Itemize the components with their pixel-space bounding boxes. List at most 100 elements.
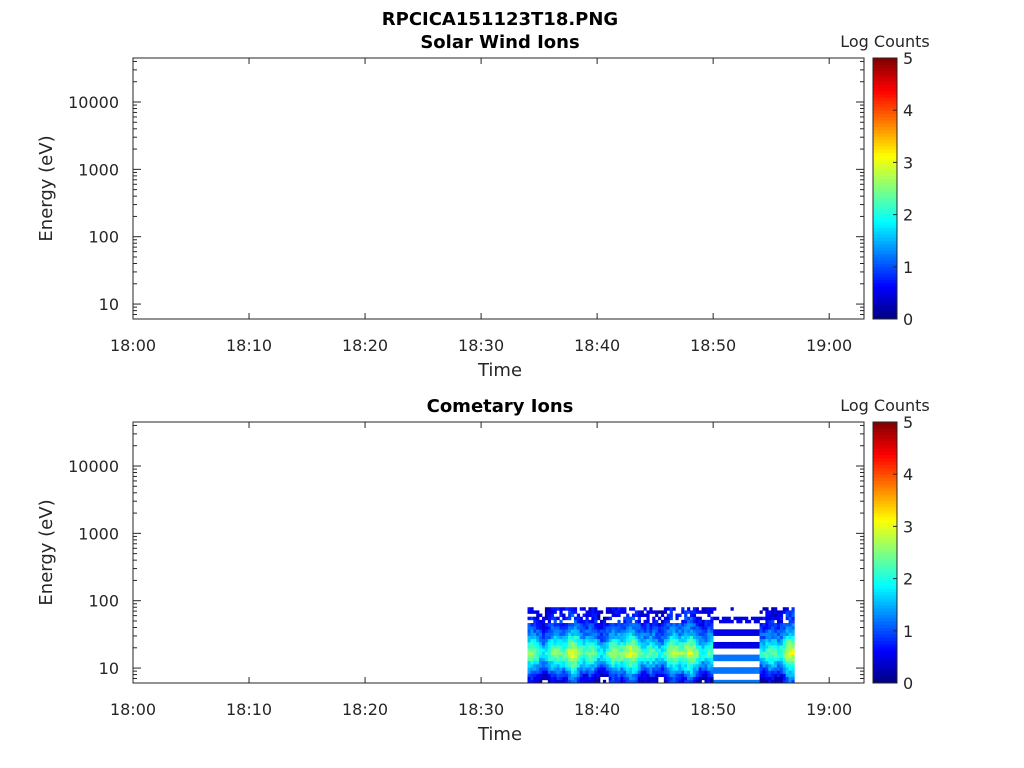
- spectrogram-cell: [605, 607, 610, 611]
- spectrogram-cell: [692, 638, 697, 643]
- spectrogram-cell: [579, 664, 583, 668]
- spectrogram-cell: [771, 654, 775, 659]
- spectrogram-cell: [602, 619, 607, 624]
- spectrogram-cell: [568, 626, 572, 630]
- spectrogram-cell: [771, 626, 775, 630]
- spectrogram-cell: [591, 645, 595, 649]
- x-tick-label: 18:00: [110, 700, 156, 719]
- colorbar-swatch: [873, 500, 897, 504]
- spectrogram-cell: [634, 664, 639, 668]
- spectrogram-cell: [747, 667, 752, 671]
- spectrogram-cell: [785, 654, 789, 659]
- spectrogram-cell: [716, 667, 720, 671]
- spectrogram-cell: [626, 619, 630, 624]
- spectrogram-cell: [614, 635, 618, 640]
- spectrogram-cell: [605, 645, 610, 649]
- spectrogram-cell: [533, 654, 537, 659]
- spectrogram-cell: [774, 660, 778, 665]
- spectrogram-cell: [710, 623, 714, 627]
- spectrogram-cell: [681, 648, 685, 652]
- spectrogram-cell: [643, 629, 647, 633]
- spectrogram-cell: [536, 613, 540, 618]
- spectrogram-cell: [631, 660, 636, 665]
- spectrogram-cell: [713, 641, 717, 646]
- spectrogram-cell: [739, 670, 743, 674]
- spectrogram-cell: [556, 673, 560, 677]
- spectrogram-cell: [600, 635, 604, 640]
- spectrogram-cell: [550, 670, 554, 674]
- spectrogram-cell: [745, 654, 749, 659]
- spectrogram-cell: [611, 626, 615, 630]
- spectrogram-cell: [695, 641, 699, 646]
- spectrogram-cell: [660, 673, 665, 677]
- spectrogram-cell: [542, 632, 546, 636]
- colorbar-swatch: [873, 64, 897, 69]
- spectrogram-cell: [591, 616, 595, 621]
- spectrogram-cell: [779, 657, 784, 662]
- spectrogram-cell: [666, 623, 670, 627]
- spectrogram-cell: [597, 667, 601, 671]
- spectrogram-cell: [530, 632, 534, 636]
- spectrogram-cell: [791, 610, 795, 614]
- spectrogram-cell: [666, 645, 670, 649]
- spectrogram-cell: [666, 629, 670, 633]
- spectrogram-cell: [634, 635, 639, 640]
- spectrogram-cell: [782, 679, 786, 684]
- spectrogram-cell: [687, 641, 691, 646]
- spectrogram-cell: [556, 616, 560, 621]
- spectrogram-cell: [788, 623, 792, 627]
- colorbar-swatch: [873, 621, 897, 625]
- spectrogram-cell: [701, 648, 705, 652]
- spectrogram-cell: [585, 613, 589, 618]
- spectrogram-cell: [559, 670, 563, 674]
- spectrogram-cell: [576, 676, 581, 681]
- spectrogram-cell: [559, 648, 563, 652]
- spectrogram-cell: [571, 679, 575, 684]
- spectrogram-cell: [594, 679, 598, 684]
- spectrogram-cell: [585, 619, 589, 624]
- colorbar-swatch: [873, 539, 897, 544]
- spectrogram-cell: [678, 673, 682, 677]
- spectrogram-cell: [637, 632, 641, 636]
- colorbar-swatch: [873, 552, 897, 557]
- spectrogram-cell: [663, 619, 668, 624]
- spectrogram-cell: [573, 673, 578, 677]
- spectrogram-cell: [681, 670, 685, 674]
- spectrogram-cell: [672, 629, 676, 633]
- spectrogram-cell: [660, 613, 665, 618]
- spectrogram-cell: [771, 610, 775, 614]
- spectrogram-cell: [681, 623, 685, 627]
- spectrogram-cell: [765, 610, 769, 614]
- spectrogram-cell: [573, 676, 578, 681]
- spectrogram-cell: [640, 660, 644, 665]
- spectrogram-cell: [626, 648, 630, 652]
- spectrogram-cell: [611, 648, 615, 652]
- spectrogram-cell: [652, 673, 656, 677]
- spectrogram-cell: [721, 657, 726, 662]
- spectrogram-cell: [727, 629, 731, 633]
- spectrogram-cell: [701, 632, 705, 636]
- spectrogram-cell: [681, 607, 685, 611]
- spectrogram-cell: [707, 610, 711, 614]
- spectrogram-cell: [788, 616, 792, 621]
- spectrogram-cell: [765, 619, 769, 624]
- spectrogram-cell: [626, 657, 630, 662]
- colorbar-swatch: [873, 591, 897, 596]
- spectrogram-cell: [649, 673, 653, 677]
- spectrogram-cell: [646, 645, 650, 649]
- spectrogram-cell: [626, 623, 630, 627]
- spectrogram-cell: [547, 645, 552, 649]
- spectrogram-cell: [626, 641, 630, 646]
- spectrogram-cell: [614, 645, 618, 649]
- spectrogram-cell: [588, 610, 592, 614]
- spectrogram-cell: [576, 632, 581, 636]
- spectrogram-cell: [768, 670, 772, 674]
- spectrogram-cell: [562, 645, 566, 649]
- spectrogram-cell: [550, 679, 554, 684]
- colorbar-swatch: [873, 451, 897, 456]
- spectrogram-cell: [666, 670, 670, 674]
- spectrogram-cell: [637, 664, 641, 668]
- spectrogram-cell: [530, 664, 534, 668]
- spectrogram-cell: [663, 664, 668, 668]
- spectrogram-cell: [684, 616, 688, 621]
